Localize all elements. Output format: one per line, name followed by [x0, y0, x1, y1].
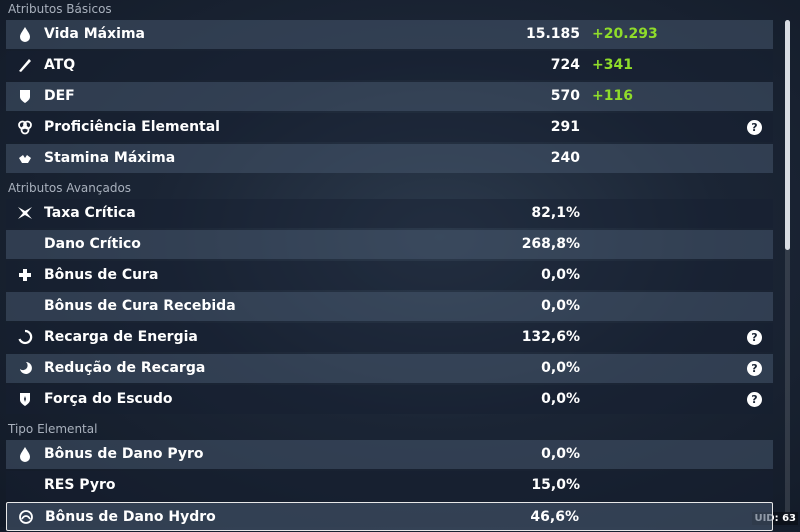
section-title: Atributos Básicos: [8, 2, 112, 16]
stat-icon: [17, 267, 33, 287]
stat-label: Bônus de Cura Recebida: [44, 297, 236, 314]
stat-icon: [17, 446, 33, 466]
stat-row[interactable]: Vida Máxima 15.185 +20.293: [6, 19, 773, 49]
stat-label: ATQ: [44, 56, 76, 73]
stat-value: 0,0%: [541, 359, 580, 376]
stat-icon: [17, 205, 33, 225]
stat-row[interactable]: Proficiência Elemental 291?: [6, 112, 773, 142]
stat-row[interactable]: Força do Escudo 0,0%?: [6, 384, 773, 414]
stat-value: 0,0%: [541, 390, 580, 407]
stat-row[interactable]: Bônus de Cura 0,0%: [6, 260, 773, 290]
stat-icon: [17, 26, 33, 46]
stat-row[interactable]: Taxa Crítica 82,1%: [6, 198, 773, 228]
stat-value: 0,0%: [541, 445, 580, 462]
stat-row[interactable]: Redução de Recarga 0,0%?: [6, 353, 773, 383]
stat-icon: [18, 509, 34, 529]
stat-row[interactable]: DEF 570 +116: [6, 81, 773, 111]
stat-label: Bônus de Dano Hydro: [45, 508, 216, 525]
stat-value: 0,0%: [541, 297, 580, 314]
help-icon[interactable]: ?: [747, 391, 762, 407]
help-icon[interactable]: ?: [747, 360, 762, 376]
stat-value: 724: [550, 56, 580, 73]
stat-icon: [17, 88, 33, 108]
stat-label: Vida Máxima: [44, 25, 145, 42]
stat-icon: [17, 119, 33, 139]
section-title: Tipo Elemental: [8, 422, 98, 436]
stat-icon: [17, 57, 33, 77]
stat-label: RES Pyro: [44, 476, 116, 493]
help-icon[interactable]: ?: [747, 329, 762, 345]
section-title: Atributos Avançados: [8, 181, 132, 195]
stat-label: Taxa Crítica: [44, 204, 136, 221]
stat-bonus: +20.293: [592, 25, 658, 42]
stat-label: Dano Crítico: [44, 235, 141, 252]
stat-label: Redução de Recarga: [44, 359, 206, 376]
stat-icon: [17, 329, 33, 349]
stat-value: 268,8%: [521, 235, 580, 252]
stat-label: Bônus de Cura: [44, 266, 159, 283]
stat-label: DEF: [44, 87, 75, 104]
stat-row[interactable]: Bônus de Dano Pyro 0,0%: [6, 439, 773, 469]
stat-icon: [17, 150, 33, 170]
stat-row[interactable]: RES Pyro 15,0%: [6, 470, 773, 500]
stat-value: 0,0%: [541, 266, 580, 283]
stat-label: Recarga de Energia: [44, 328, 198, 345]
stat-label: Proficiência Elemental: [44, 118, 220, 135]
stat-label: Bônus de Dano Pyro: [44, 445, 204, 462]
scrollbar-thumb[interactable]: [785, 20, 790, 250]
stat-value: 46,6%: [530, 508, 579, 525]
stat-value: 240: [550, 149, 580, 166]
stat-row[interactable]: Stamina Máxima 240: [6, 143, 773, 173]
stat-icon: [17, 360, 33, 380]
stat-row[interactable]: Bônus de Cura Recebida 0,0%: [6, 291, 773, 321]
stat-value: 132,6%: [521, 328, 580, 345]
stat-value: 15,0%: [531, 476, 580, 493]
stat-row[interactable]: Bônus de Dano Hydro 46,6%: [6, 501, 773, 531]
stat-row[interactable]: Recarga de Energia 132,6%?: [6, 322, 773, 352]
stat-bonus: +116: [592, 87, 633, 104]
stat-row[interactable]: Dano Crítico 268,8%: [6, 229, 773, 259]
stat-value: 291: [550, 118, 580, 135]
stat-row[interactable]: ATQ 724 +341: [6, 50, 773, 80]
stat-bonus: +341: [592, 56, 633, 73]
stat-label: Stamina Máxima: [44, 149, 176, 166]
scrollbar-track: [785, 20, 790, 520]
stat-value: 15.185: [525, 25, 580, 42]
stat-icon: [17, 391, 33, 411]
help-icon[interactable]: ?: [747, 119, 762, 135]
stat-value: 82,1%: [531, 204, 580, 221]
stat-value: 570: [550, 87, 580, 104]
stat-label: Força do Escudo: [44, 390, 173, 407]
